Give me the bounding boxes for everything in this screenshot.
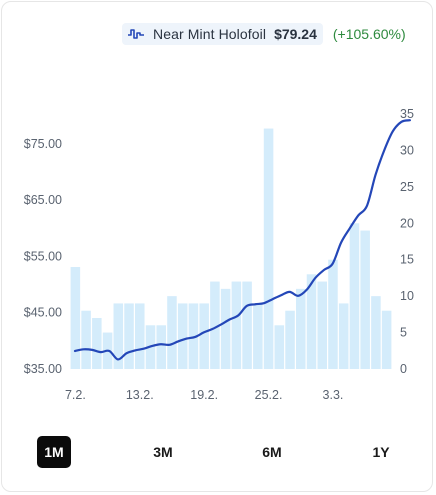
- volume-tick-label: 10: [400, 289, 414, 303]
- volume-bar: [338, 303, 349, 369]
- volume-bar: [113, 303, 124, 369]
- volume-bar: [231, 281, 242, 369]
- range-3m-button[interactable]: 3M: [145, 436, 181, 468]
- price-line: [73, 119, 411, 361]
- volume-bar: [242, 281, 252, 369]
- volume-bar: [371, 296, 381, 369]
- volume-bar: [210, 281, 220, 369]
- legend-current-price: $79.24: [274, 26, 317, 42]
- volume-tick-label: 25: [400, 180, 414, 194]
- range-selector: 1M 3M 6M 1Y: [0, 436, 436, 470]
- volume-bar: [253, 303, 263, 369]
- range-6m-button[interactable]: 6M: [254, 436, 290, 468]
- volume-bar: [285, 310, 295, 369]
- volume-bar: [135, 303, 145, 369]
- volume-bar: [220, 288, 231, 369]
- price-tick-label: $65.00: [24, 193, 62, 207]
- price-tick-label: $45.00: [24, 306, 62, 320]
- date-tick-label: 19.2.: [190, 388, 218, 402]
- volume-tick-label: 0: [400, 362, 407, 376]
- volume-bar: [360, 230, 370, 369]
- volume-bar: [349, 223, 360, 369]
- legend-series-label: Near Mint Holofoil: [153, 26, 267, 42]
- date-tick-label: 25.2.: [255, 388, 283, 402]
- date-axis: 7.2. 13.2. 19.2. 25.2. 3.3.: [65, 388, 343, 402]
- volume-bar: [263, 128, 274, 369]
- volume-bar: [199, 303, 209, 369]
- volume-bar: [296, 288, 306, 369]
- volume-bar: [328, 259, 338, 369]
- legend-series-chip[interactable]: Near Mint Holofoil $79.24: [122, 23, 323, 45]
- volume-bar: [124, 303, 134, 369]
- price-axis: $35.00 $45.00 $55.00 $65.00 $75.00: [24, 137, 62, 376]
- date-tick-label: 3.3.: [323, 388, 344, 402]
- volume-tick-label: 30: [400, 143, 414, 157]
- range-1y-button[interactable]: 1Y: [364, 436, 398, 468]
- price-volume-chart: $35.00 $45.00 $55.00 $65.00 $75.00 0 5 10 15 20 2…: [24, 107, 414, 402]
- price-tick-label: $75.00: [24, 137, 62, 151]
- volume-tick-label: 5: [400, 326, 407, 340]
- volume-bar: [381, 310, 392, 369]
- date-tick-label: 7.2.: [65, 388, 86, 402]
- volume-bar: [156, 325, 166, 369]
- volume-bar: [317, 281, 327, 369]
- volume-bar: [274, 325, 285, 369]
- volume-tick-label: 20: [400, 216, 414, 230]
- chart-legend[interactable]: Near Mint Holofoil $79.24 (+105.60%): [122, 22, 406, 46]
- volume-bar: [70, 267, 81, 369]
- volume-bar: [167, 296, 177, 369]
- volume-bar: [92, 318, 102, 369]
- price-tick-label: $35.00: [24, 362, 62, 376]
- volume-bar: [177, 303, 188, 369]
- range-1m-button[interactable]: 1M: [37, 436, 71, 468]
- volume-bars: [70, 128, 392, 369]
- volume-tick-label: 15: [400, 253, 414, 267]
- volume-tick-label: 35: [400, 107, 414, 121]
- volume-bar: [81, 310, 91, 369]
- volume-bar: [306, 274, 317, 369]
- price-tick-label: $55.00: [24, 249, 62, 263]
- volume-axis: 0 5 10 15 20 25 30 35: [400, 107, 414, 376]
- volume-bar: [188, 303, 199, 369]
- date-tick-label: 13.2.: [126, 388, 154, 402]
- legend-price-change: (+105.60%): [332, 26, 406, 42]
- step-line-icon: [127, 27, 145, 41]
